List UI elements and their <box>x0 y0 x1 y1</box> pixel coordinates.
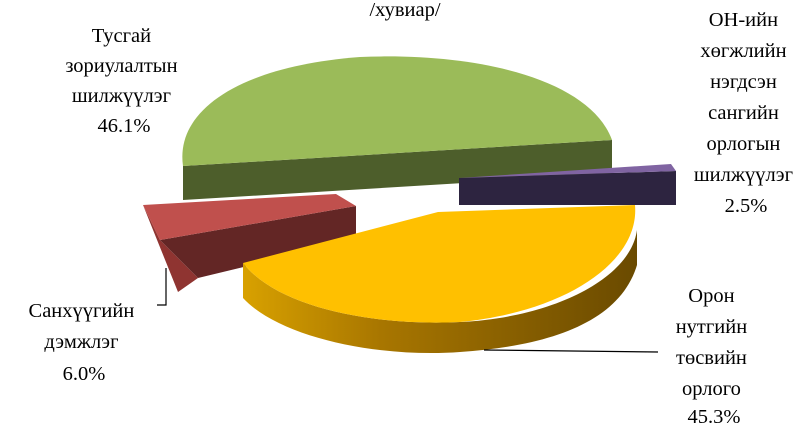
slice-local-budget-revenue <box>243 205 637 354</box>
label-financial-support: Санхүүгийн дэмжлэг 6.0% <box>29 300 140 385</box>
label-dev-fund-transfer: ОН-ийн хөгжлийн нэгдсэн сангийн орлогын … <box>694 9 798 217</box>
leader-line-local-budget-revenue <box>483 349 659 353</box>
slice-dev-fund-transfer <box>459 164 676 205</box>
slice-special-purpose-transfer <box>182 56 612 200</box>
chart-title: /хувиар/ <box>369 0 440 21</box>
leader-line-financial-support <box>157 268 167 306</box>
slice-financial-support <box>143 194 356 292</box>
label-special-purpose-transfer: Тусгай зориулалтын шилжүүлэг 46.1% <box>65 25 182 137</box>
label-local-budget-revenue: Орон нутгийн төсвийн орлого 45.3% <box>676 285 753 427</box>
